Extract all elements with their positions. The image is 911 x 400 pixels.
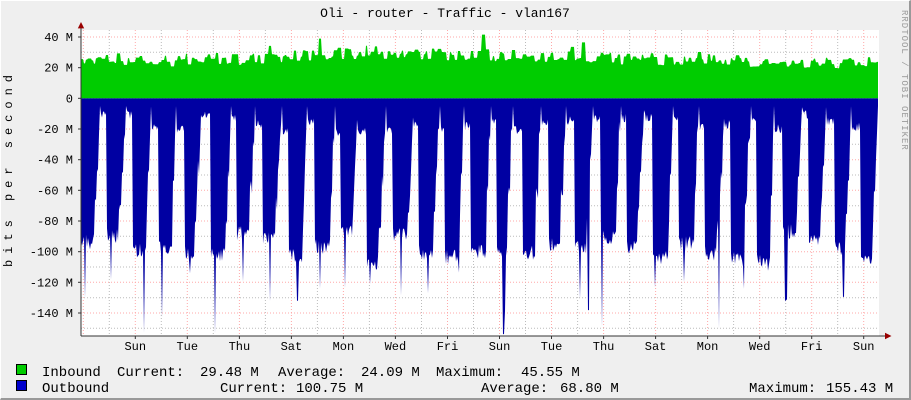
- svg-text:Fri: Fri: [437, 340, 459, 354]
- svg-text:Wed: Wed: [749, 340, 771, 354]
- svg-text:Sun: Sun: [124, 340, 146, 354]
- svg-text:Wed: Wed: [385, 340, 407, 354]
- svg-text:Sat: Sat: [645, 340, 667, 354]
- svg-text:-120 M: -120 M: [30, 276, 73, 290]
- svg-text:Mon: Mon: [333, 340, 355, 354]
- svg-text:-100 M: -100 M: [30, 246, 73, 260]
- svg-text:Mon: Mon: [697, 340, 719, 354]
- svg-text:Sun: Sun: [853, 340, 875, 354]
- svg-text:-40 M: -40 M: [37, 154, 73, 168]
- svg-text:-60 M: -60 M: [37, 184, 73, 198]
- svg-text:Sat: Sat: [281, 340, 303, 354]
- svg-text:0: 0: [66, 92, 73, 106]
- svg-text:Thu: Thu: [229, 340, 251, 354]
- svg-text:-20 M: -20 M: [37, 123, 73, 137]
- svg-text:Tue: Tue: [541, 340, 563, 354]
- svg-text:40 M: 40 M: [44, 31, 73, 45]
- svg-text:-140 M: -140 M: [30, 307, 73, 321]
- svg-text:20 M: 20 M: [44, 62, 73, 76]
- svg-text:Sun: Sun: [489, 340, 511, 354]
- svg-text:Fri: Fri: [801, 340, 823, 354]
- svg-text:Thu: Thu: [593, 340, 615, 354]
- svg-text:Tue: Tue: [176, 340, 198, 354]
- svg-text:-80 M: -80 M: [37, 215, 73, 229]
